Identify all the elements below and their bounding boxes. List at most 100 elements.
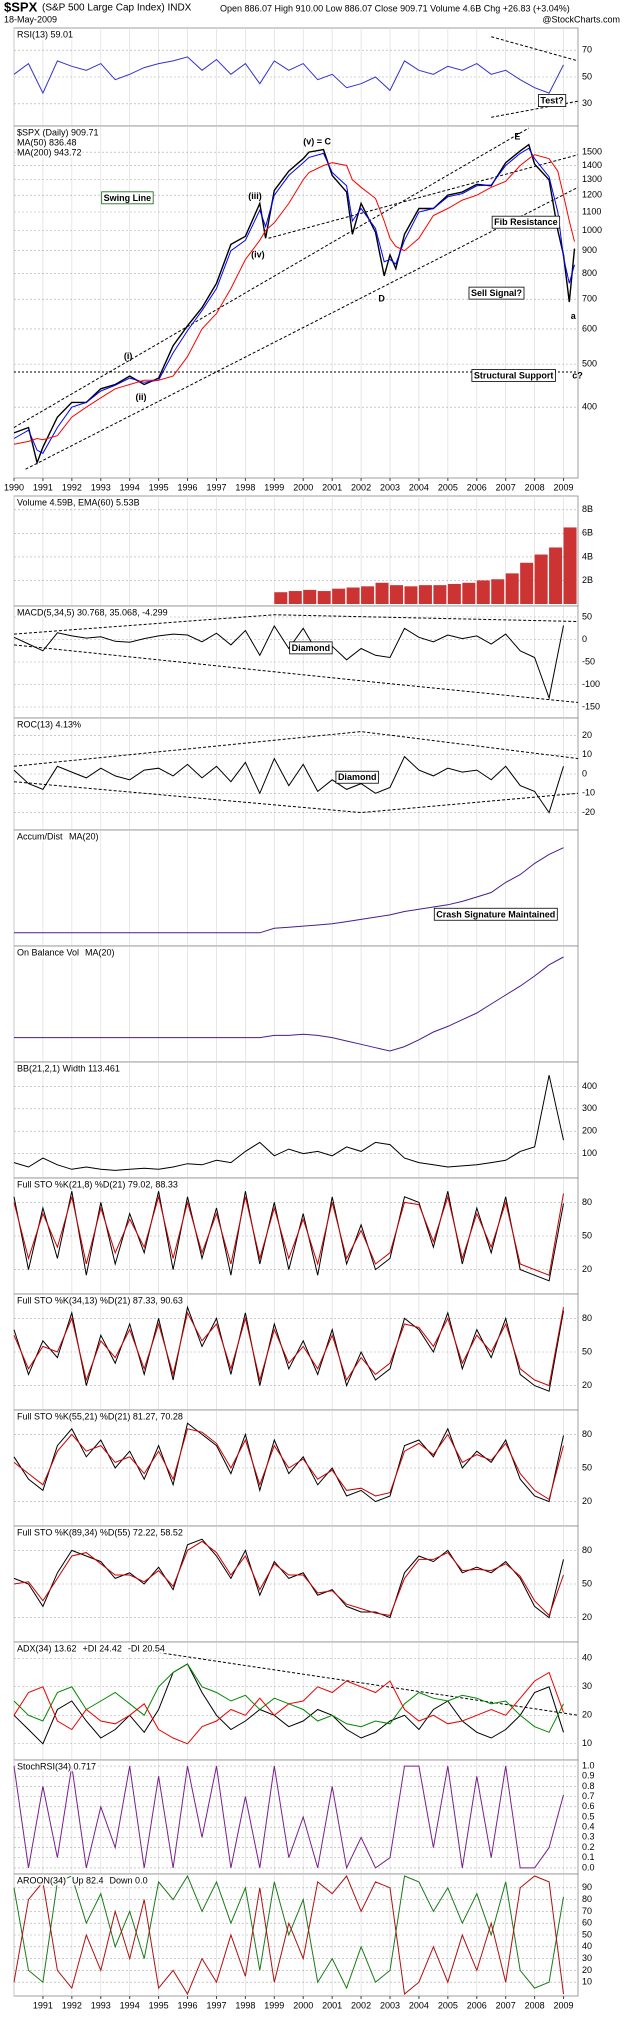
panel-title: Volume 4.59B, EMA(60) 5.53B [17,497,140,507]
panel-title: Full STO %K(34,13) %D(21) 87.33, 90.63 [17,1295,183,1305]
label-bg [16,1527,184,1538]
y-tick-label: 50 [582,611,592,621]
annotation-box [289,641,333,655]
x-tick-label: 2001 [322,2000,342,2010]
y-tick-label: 50 [582,1578,592,1588]
y-tick-label: -50 [582,656,595,666]
label-bg [16,127,100,138]
y-tick-label: 10 [582,749,592,759]
bar [332,588,346,604]
legend-entry: StochRSI(34) 0.717 [17,1761,96,1771]
bar [303,589,317,604]
series-line [13,1428,564,1501]
panel-title: Full STO %K(89,34) %D(55) 72.22, 58.52 [17,1527,183,1537]
series-line [13,1874,564,1990]
x-tick-label: 2001 [322,482,342,492]
annotation: a [571,311,577,321]
annotation: Test? [540,96,563,106]
panel-frame [13,1177,579,1295]
y-tick-label: 900 [582,245,597,255]
y-tick-label: 1500 [582,147,602,157]
series-line [13,147,575,454]
annotation: D [378,294,385,304]
panel-frame [13,605,579,719]
date: 18-May-2009 [4,14,57,24]
bar [563,527,577,604]
y-tick-label: 80 [582,1545,592,1555]
x-tick-label: 1995 [149,2000,169,2010]
panel-frame [13,27,579,127]
x-tick-label: 1997 [206,482,226,492]
y-tick-label: 30 [582,98,592,108]
y-tick-label: 0.9 [582,1771,595,1781]
panel-frame [13,717,579,831]
series-line [13,1663,564,1745]
x-tick-label: 2002 [351,482,371,492]
annotation: (iv) [251,249,265,259]
label-bg [16,607,169,618]
y-tick-label: 0 [582,768,587,778]
y-tick-label: 6B [582,528,593,538]
y-tick-label: 0.5 [582,1811,595,1821]
symbol: $SPX [4,0,38,14]
annotation: Crash Signature Maintained [436,909,555,919]
x-tick-label: 1995 [149,482,169,492]
y-tick-label: 80 [582,1313,592,1323]
x-tick-label: 1997 [206,2000,226,2010]
annotation: Diamond [338,772,377,782]
y-tick-label: 30 [582,1681,592,1691]
y-tick-label: 8B [582,504,593,514]
y-tick-label: 0.0 [582,1862,595,1872]
annotation-box [468,286,525,300]
trend-line [13,614,579,635]
x-tick-label: 1998 [235,2000,255,2010]
annotation-box [101,191,154,205]
x-tick-label: 2005 [438,482,458,492]
panel-frame [13,1873,579,1997]
y-tick-label: 1100 [582,206,601,216]
y-tick-label: 50 [582,1230,592,1240]
y-tick-label: 400 [582,1081,597,1091]
annotation: E [514,132,520,142]
annotation-box [471,369,556,382]
y-tick-label: 500 [582,359,597,369]
panel-title: Full STO %K(21,8) %D(21) 79.02, 88.33 [17,1179,178,1189]
series-line [13,1305,564,1392]
y-tick-label: -10 [582,788,595,798]
x-tick-label: 1991 [33,2000,53,2010]
panel-title: MACD(5,34,5) 30.768, 35.068, -4.299 [17,607,168,617]
annotation: Diamond [292,643,331,653]
x-tick-label: 1996 [178,2000,198,2010]
label-bg [16,1063,121,1074]
legend-entry: Down 0.0 [110,1875,148,1885]
label-bg [126,1643,166,1654]
x-tick-label: 1991 [33,482,53,492]
y-tick-label: 1300 [582,174,602,184]
panel-title: Accum/Dist [17,831,63,841]
legend-entry: $SPX (Daily) 909.71 [17,127,99,137]
series-line [13,143,576,466]
bar [317,591,331,604]
series-line [13,624,564,700]
trend-line [158,1652,579,1716]
trend-line [268,154,579,239]
annotation: (i) [124,351,132,361]
trend-line [25,186,579,470]
y-tick-label: 20 [582,1965,592,1975]
label-bg [16,1179,179,1190]
y-tick-label: 10 [582,1738,592,1748]
x-tick-label: 2003 [380,2000,400,2010]
legend-entry: ADX(34) 13.62 [17,1643,77,1653]
y-tick-label: 2B [582,575,593,585]
annotation: (ii) [135,392,146,402]
y-tick-label: 50 [582,1346,592,1356]
panel-frame [13,1293,579,1411]
y-tick-label: -150 [582,701,600,711]
panel-title: RSI(13) 59.01 [17,29,73,39]
y-tick-label: 50 [582,1929,592,1939]
y-tick-label: 80 [582,1197,592,1207]
y-tick-label: 20 [582,1710,592,1720]
y-tick-label: 0.4 [582,1822,595,1832]
annotation: Swing Line [104,193,152,203]
panel-frame [13,1061,579,1179]
